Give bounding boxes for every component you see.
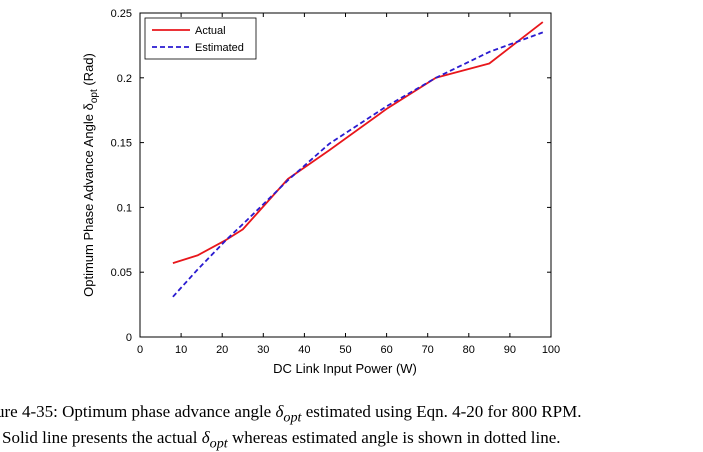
caption-line-2-suffix: whereas estimated angle is shown in dott… xyxy=(227,428,561,447)
line-chart: 0 10 20 30 40 50 60 70 80 90 100 0 0.05 0.1 0.15 0.2 0.2… xyxy=(81,8,561,376)
y-tick-label: 0.2 xyxy=(117,73,132,85)
y-tick-label: 0.25 xyxy=(111,8,132,20)
caption-delta-symbol: δ xyxy=(275,402,284,421)
plot-frame xyxy=(139,12,552,338)
y-axis-label: Optimum Phase Advance Angle δopt (Rad) xyxy=(81,53,100,297)
y-axis-label-sub: opt xyxy=(89,89,100,103)
series-line-actual xyxy=(172,21,544,264)
x-tick-label: 30 xyxy=(257,344,269,356)
x-tick-label: 40 xyxy=(298,344,310,356)
caption-delta-symbol: δ xyxy=(201,428,210,447)
x-tick-label: 20 xyxy=(216,344,228,356)
x-tick-label: 0 xyxy=(137,344,143,356)
y-tick-label: 0.1 xyxy=(117,202,132,214)
axis-ticks: 0 10 20 30 40 50 60 70 80 90 100 0 0.05 0.1 0.15 0.2 0.2… xyxy=(111,8,561,356)
x-tick-label: 100 xyxy=(542,344,560,356)
y-tick-label: 0.05 xyxy=(111,267,132,279)
legend-label-actual: Actual xyxy=(195,25,226,37)
x-tick-label: 60 xyxy=(380,344,392,356)
legend-label-estimated: Estimated xyxy=(195,42,244,54)
x-tick-label: 50 xyxy=(339,344,351,356)
y-axis-label-main: Optimum Phase Advance Angle δ xyxy=(81,103,96,297)
y-tick-label: 0.15 xyxy=(111,138,132,150)
series-layer xyxy=(172,21,544,298)
x-tick-label: 70 xyxy=(422,344,434,356)
series-line-estimated xyxy=(172,31,544,298)
y-axis-label-unit: (Rad) xyxy=(81,53,96,89)
legend: Actual Estimated xyxy=(144,17,257,60)
figure-caption-line-1: ure 4-35: Optimum phase advance angle δo… xyxy=(0,402,699,426)
x-axis-label: DC Link Input Power (W) xyxy=(273,361,417,376)
caption-delta-subscript: opt xyxy=(283,409,302,426)
caption-line-2-prefix: Solid line presents the actual xyxy=(2,428,202,447)
legend-box xyxy=(144,17,257,60)
x-tick-label: 90 xyxy=(504,344,516,356)
caption-line-1-prefix: ure 4-35: Optimum phase advance angle xyxy=(0,402,276,421)
figure-caption-line-2: Solid line presents the actual δopt wher… xyxy=(2,428,703,452)
y-tick-label: 0 xyxy=(126,332,132,344)
caption-line-1-suffix: estimated using Eqn. 4-20 for 800 RPM. xyxy=(301,402,582,421)
x-tick-label: 10 xyxy=(175,344,187,356)
x-tick-label: 80 xyxy=(463,344,475,356)
caption-delta-subscript: opt xyxy=(209,435,228,452)
